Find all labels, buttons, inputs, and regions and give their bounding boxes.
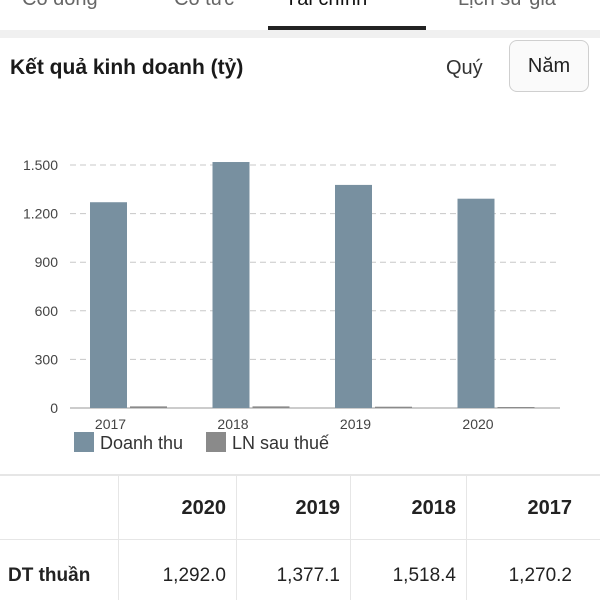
cell-2020: 1,292.0 <box>118 540 236 600</box>
section-divider <box>0 30 600 38</box>
row-label-net-revenue: DT thuần <box>8 565 91 586</box>
legend-label-profit: LN sau thuế <box>232 433 330 453</box>
bar-profit <box>252 406 290 408</box>
table-top-divider <box>0 474 600 476</box>
chart-svg: 0 300 600 900 1.200 1.500 2017 2018 2019 2020 <box>23 157 560 432</box>
section-header: Kết quả kinh doanh (tỷ) Quý Năm <box>0 38 600 100</box>
legend-item-revenue[interactable]: Doanh thu <box>74 432 183 454</box>
table-header-2019: 2019 <box>236 476 350 540</box>
cell-2017: 1,270.2 <box>466 540 582 600</box>
active-tab-indicator <box>268 26 426 30</box>
table-header-label <box>0 476 118 540</box>
y-tick-label: 600 <box>35 303 59 319</box>
legend-label-revenue: Doanh thu <box>100 433 184 453</box>
financial-table: 2020 2019 2018 2017 DT thuần 1,292.0 1,3… <box>0 476 600 600</box>
bar-revenue <box>457 198 495 408</box>
cell-2018: 1,518.4 <box>350 540 466 600</box>
period-quarter-button[interactable]: Quý <box>446 57 483 79</box>
y-tick-label: 1.500 <box>23 157 58 173</box>
y-tick-label: 300 <box>35 351 59 367</box>
table-row: DT thuần 1,292.0 1,377.1 1,518.4 1,270.2 <box>0 540 600 600</box>
bar-revenue <box>90 202 127 408</box>
bar-revenue <box>335 184 372 408</box>
tab-finance[interactable]: Tài chính <box>285 0 367 24</box>
legend-swatch-revenue <box>74 432 94 452</box>
legend-swatch-profit <box>206 432 226 452</box>
bar-profit <box>130 406 167 408</box>
x-tick-label: 2019 <box>340 416 371 432</box>
y-tick-label: 0 <box>50 400 58 416</box>
period-year-button[interactable]: Năm <box>509 40 589 92</box>
tabs-bar: Cổ đông Cổ tức Tài chính Lịch sử giá <box>0 0 600 30</box>
x-tick-label: 2017 <box>95 416 126 432</box>
table-header-2017: 2017 <box>466 476 582 540</box>
legend-item-profit[interactable]: LN sau thuế <box>206 432 329 454</box>
section-title: Kết quả kinh doanh (tỷ) <box>10 56 244 79</box>
x-tick-label: 2020 <box>462 416 493 432</box>
bar-revenue <box>212 162 250 408</box>
table-header-2018: 2018 <box>350 476 466 540</box>
table-header-row: 2020 2019 2018 2017 <box>0 476 600 540</box>
tab-dividends[interactable]: Cổ tức <box>174 0 234 24</box>
tab-price-history[interactable]: Lịch sử giá <box>458 0 556 24</box>
y-tick-label: 1.200 <box>23 206 58 222</box>
x-tick-label: 2018 <box>217 416 248 432</box>
tab-shareholders[interactable]: Cổ đông <box>22 0 98 24</box>
table-header-2020: 2020 <box>118 476 236 540</box>
y-tick-label: 900 <box>35 254 59 270</box>
bar-profit <box>497 407 535 409</box>
business-results-chart: 0 300 600 900 1.200 1.500 2017 2018 2019 2020 <box>0 100 600 460</box>
cell-2019: 1,377.1 <box>236 540 350 600</box>
bar-profit <box>375 406 412 408</box>
